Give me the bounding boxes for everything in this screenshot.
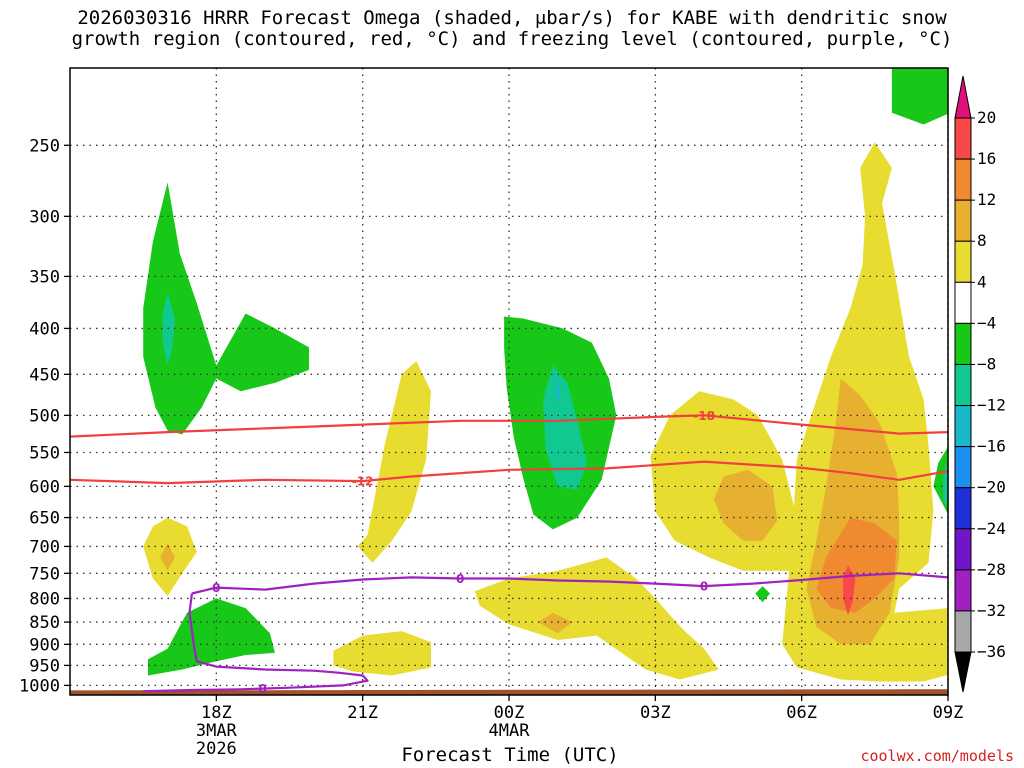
colorbar-bottom-arrow [954,651,972,693]
x-tick-label: 18Z [201,703,232,723]
colorbar-label: 16 [977,149,996,168]
title-line-2: growth region (contoured, red, °C) and f… [71,28,953,50]
colorbar-label: 4 [977,272,987,291]
x-tick-label: 03Z [640,703,671,723]
colorbar-label: 20 [977,108,996,127]
omega-region-m8_m4 [148,598,275,676]
colorbar-label: −28 [977,560,1006,579]
y-tick-label: 350 [29,267,60,287]
colorbar-seg-m16_m12 [954,405,972,448]
contour-layer: -18 -12 0 0 0 0 [70,409,948,696]
colorbar: 20 16 12 8 4 −4 −8 −12 −16 −20 −24 −28 −32 −36 [954,75,1006,693]
axes: 2503003504004505005506006507007508008509… [19,67,964,759]
x-axis-title: Forecast Time (UTC) [401,744,619,766]
colorbar-seg-m8_m4 [954,322,972,365]
colorbar-seg-m24_m20 [954,487,972,530]
terrain-ground [70,689,948,695]
terrain-layer [70,689,948,695]
colorbar-label: −16 [977,437,1006,456]
y-tick-label: 500 [29,406,60,426]
site-credit[interactable]: coolwx.com/models [860,747,1014,765]
y-tick-label: 950 [29,656,60,676]
contour-frz_top [191,572,948,595]
omega-region-p8_p12 [538,612,573,634]
omega-region-m12_m8 [162,292,175,366]
colorbar-seg-p8_p12 [954,199,972,242]
y-tick-label: 250 [29,136,60,156]
contour-label-frz_label2: 0 [700,580,708,594]
x-tick-label: 4MAR [489,721,531,741]
x-tick-label: 2026 [196,739,237,759]
y-tick-label: 700 [29,537,60,557]
omega-region-m16_m12 [555,378,561,404]
omega-region-p8_p12 [713,469,778,541]
colorbar-seg-p16_p20 [954,117,972,160]
omega-region-m8_m4 [891,68,948,125]
colorbar-seg-m28_m24 [954,528,972,571]
omega-region-m8_m4 [143,182,309,435]
contour-dgz_m18 [70,414,948,438]
title-line-1: 2026030316 HRRR Forecast Omega (shaded, … [77,7,947,29]
x-tick-label: 3MAR [196,721,238,741]
y-tick-label: 1000 [19,676,60,696]
omega-region-p12_p16 [816,517,897,613]
x-tick-label: 21Z [347,703,378,723]
colorbar-seg-m36_m32 [954,610,972,653]
contour-label-dgz_m18: -18 [693,409,715,423]
contour-label-frz_low: 0 [258,682,266,696]
contour-label-frz_label1: 0 [212,581,220,595]
omega-region-m8_m4 [755,586,770,603]
y-tick-label: 450 [29,365,60,385]
y-tick-label: 600 [29,477,60,497]
chart-title: 2026030316 HRRR Forecast Omega (shaded, … [0,8,1024,50]
y-tick-label: 650 [29,509,60,529]
colorbar-top-arrow [954,75,972,119]
x-tick-label: 00Z [494,703,525,723]
colorbar-seg-p4_p8 [954,240,972,283]
y-tick-label: 850 [29,613,60,633]
colorbar-label: −12 [977,396,1006,415]
contour-frz_low [143,593,369,693]
colorbar-seg-m12_m8 [954,363,972,407]
colorbar-seg-m32_m28 [954,569,972,612]
colorbar-seg-m20_m16 [954,446,972,489]
x-tick-label: 09Z [933,703,964,723]
omega-region-p4_p8 [333,631,431,676]
omega-region-p4_p8 [474,557,719,680]
y-tick-label: 900 [29,635,60,655]
x-tick-label: 06Z [786,703,817,723]
omega-region-p16_p20 [843,565,856,616]
colorbar-label: 12 [977,190,996,209]
y-tick-label: 800 [29,589,60,609]
colorbar-label: −32 [977,601,1006,620]
y-tick-label: 400 [29,319,60,339]
y-tick-label: 550 [29,443,60,463]
omega-region-p8_p12 [160,543,175,571]
colorbar-label: −20 [977,478,1006,497]
contour-label-dgz_m12: -12 [352,475,374,489]
y-tick-label: 750 [29,564,60,584]
colorbar-seg-p12_p16 [954,158,972,201]
contour-label-frz_top: 0 [456,572,464,586]
colorbar-label: −24 [977,519,1006,538]
colorbar-label: −4 [977,313,996,332]
contour-dgz_m12 [70,460,948,485]
colorbar-label: 8 [977,231,987,250]
colorbar-seg-m4_p4 [954,281,972,324]
omega-region-p4_p8 [357,361,431,563]
colorbar-label: −36 [977,642,1006,661]
colorbar-label: −8 [977,354,996,373]
omega-region-m12_m8 [543,365,587,490]
y-tick-label: 300 [29,207,60,227]
